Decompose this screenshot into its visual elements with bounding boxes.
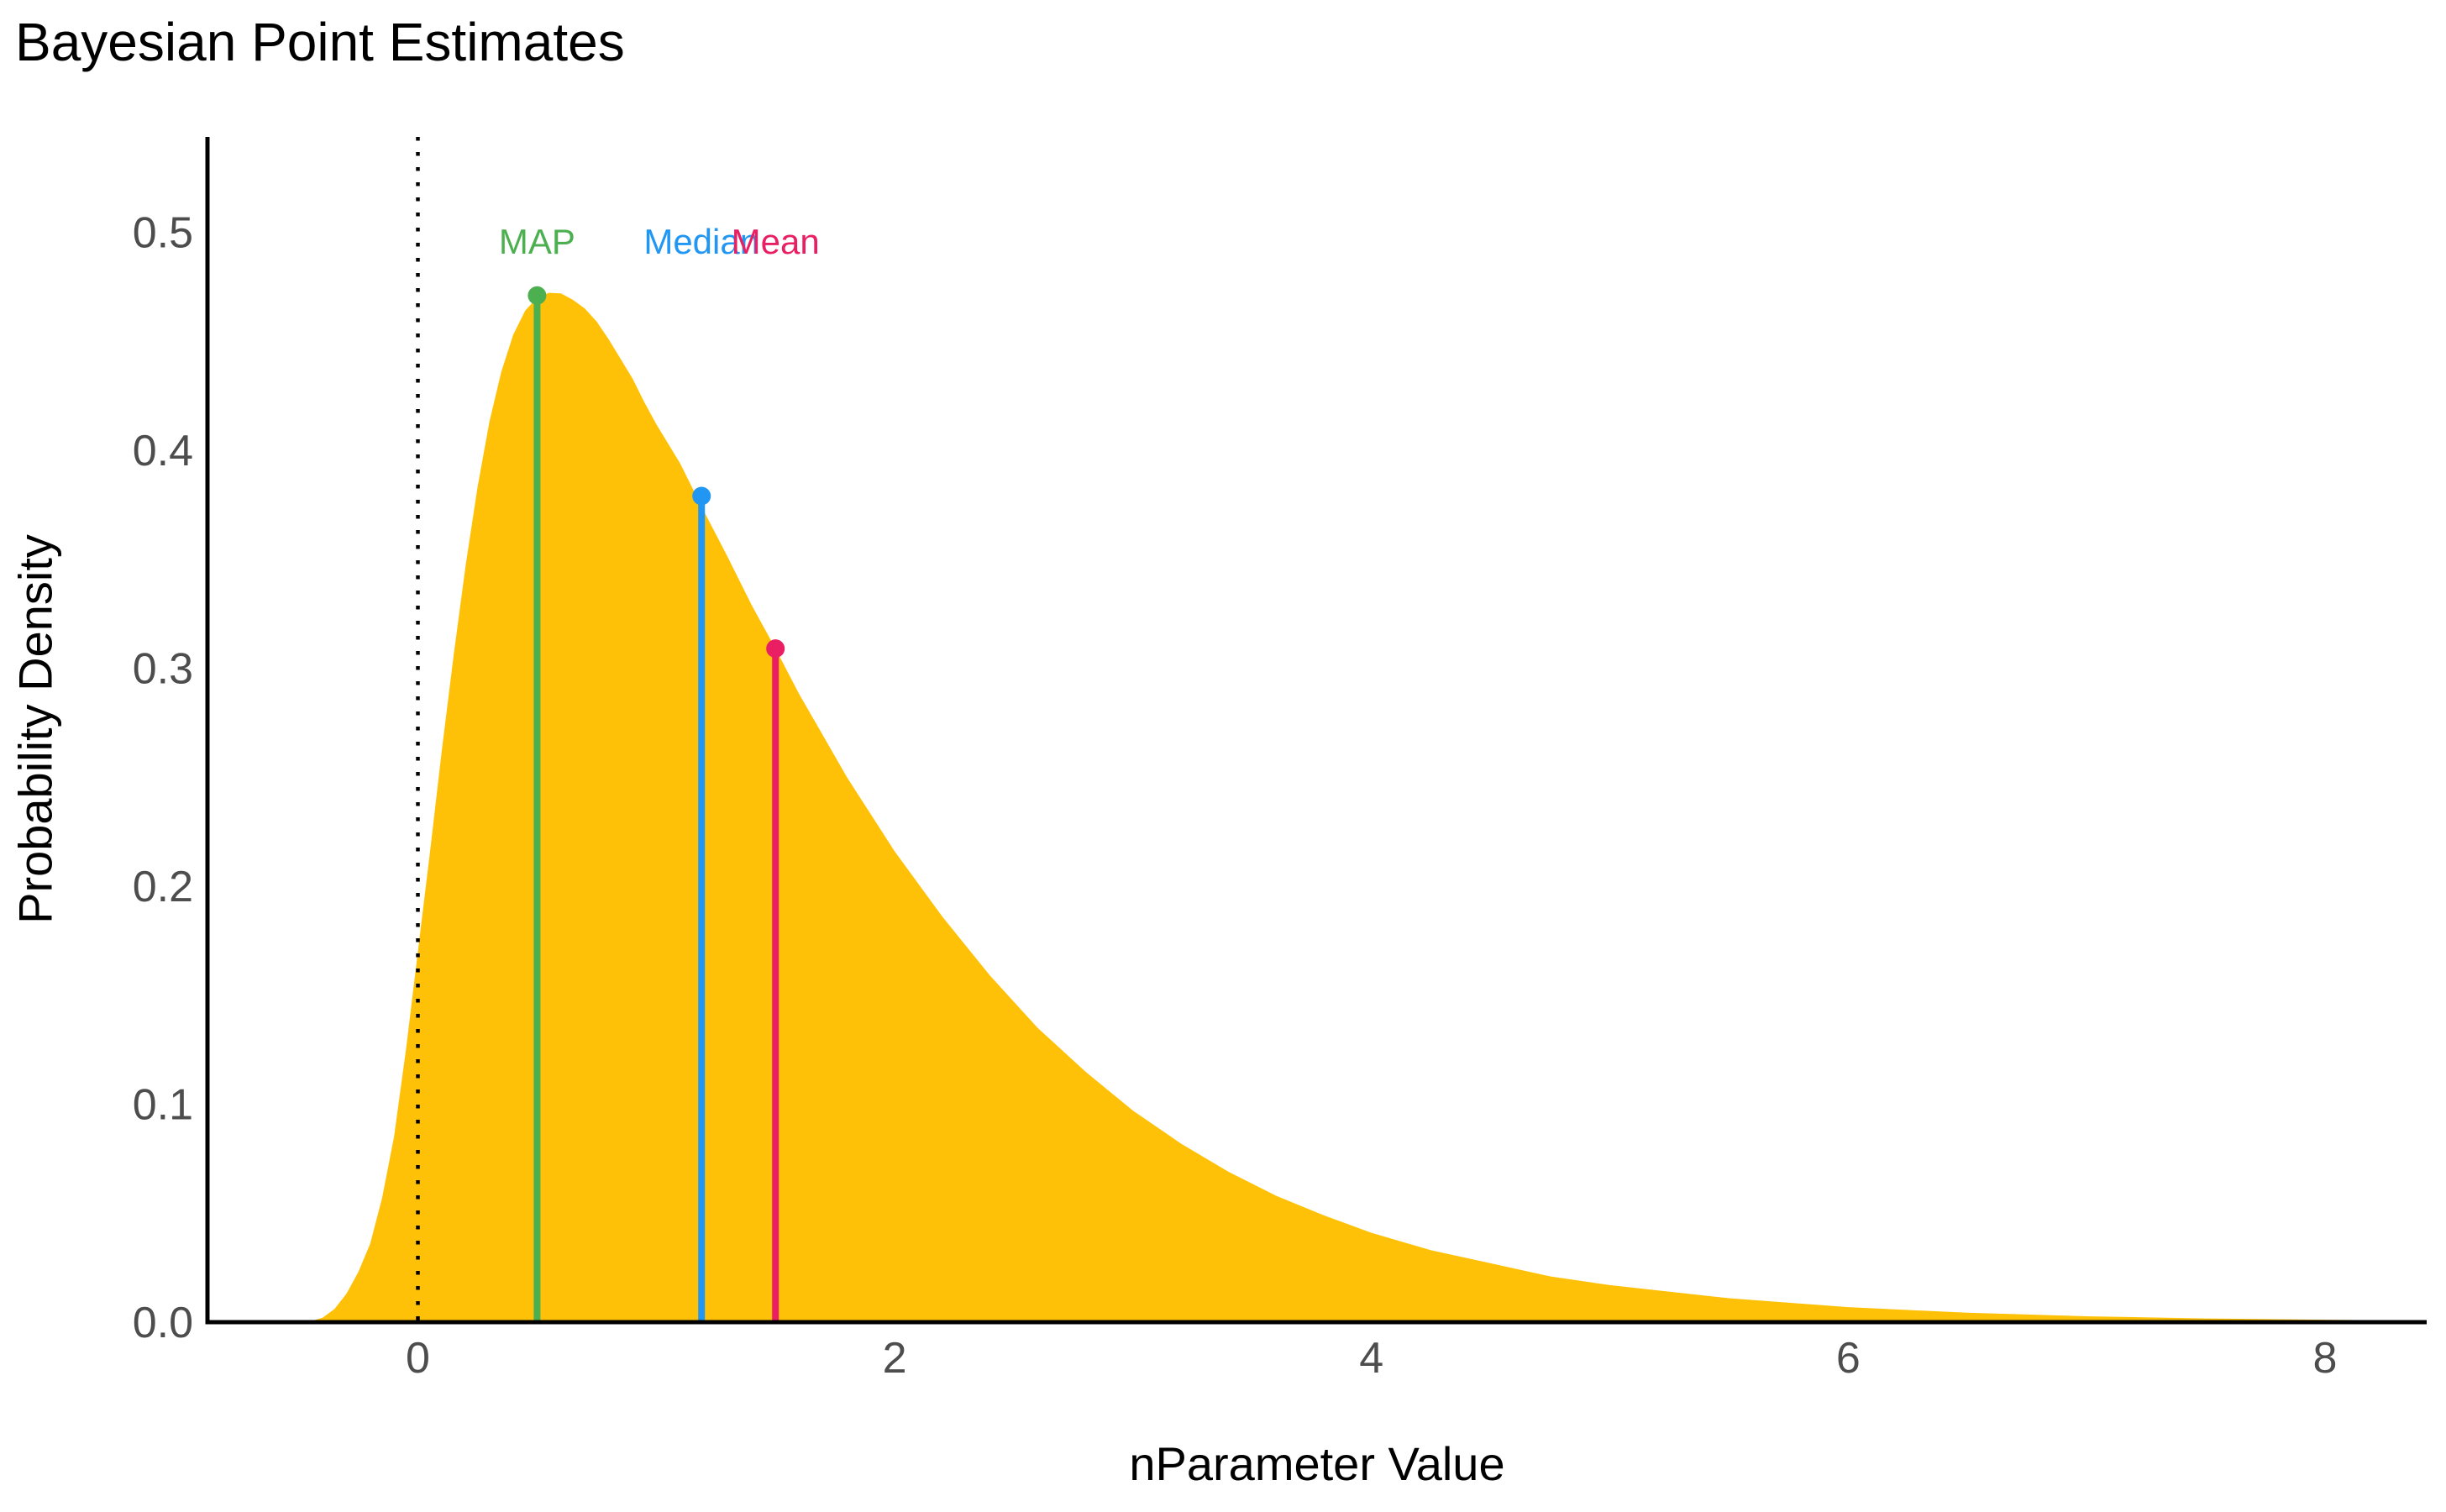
y-tick-label-0.5: 0.5 <box>133 209 193 258</box>
plot-title: Bayesian Point Estimates <box>15 12 625 72</box>
estimate-label-mean: Mean <box>732 222 820 261</box>
y-axis-title: Probability Density <box>9 534 62 924</box>
density-area <box>310 292 2396 1323</box>
axis-lines <box>205 137 2427 1325</box>
y-tick-label-0.1: 0.1 <box>133 1081 193 1130</box>
y-tick-label-0.0: 0.0 <box>133 1299 193 1347</box>
estimate-label-median: Median <box>643 222 759 261</box>
x-tick-label-6: 6 <box>1836 1334 1861 1383</box>
y-tick-label-0.3: 0.3 <box>133 645 193 694</box>
estimate-dot-mean <box>766 639 785 659</box>
x-tick-label-2: 2 <box>883 1334 907 1383</box>
estimate-label-map: MAP <box>499 222 575 261</box>
estimate-dot-map <box>528 286 547 305</box>
y-tick-label-0.2: 0.2 <box>133 863 193 911</box>
x-tick-label-0: 0 <box>406 1334 430 1383</box>
x-tick-label-8: 8 <box>2312 1334 2337 1383</box>
x-axis-title: nParameter Value <box>1129 1437 1504 1490</box>
x-tick-label-4: 4 <box>1359 1334 1383 1383</box>
y-tick-label-0.4: 0.4 <box>133 427 193 475</box>
estimate-dot-median <box>692 486 711 506</box>
